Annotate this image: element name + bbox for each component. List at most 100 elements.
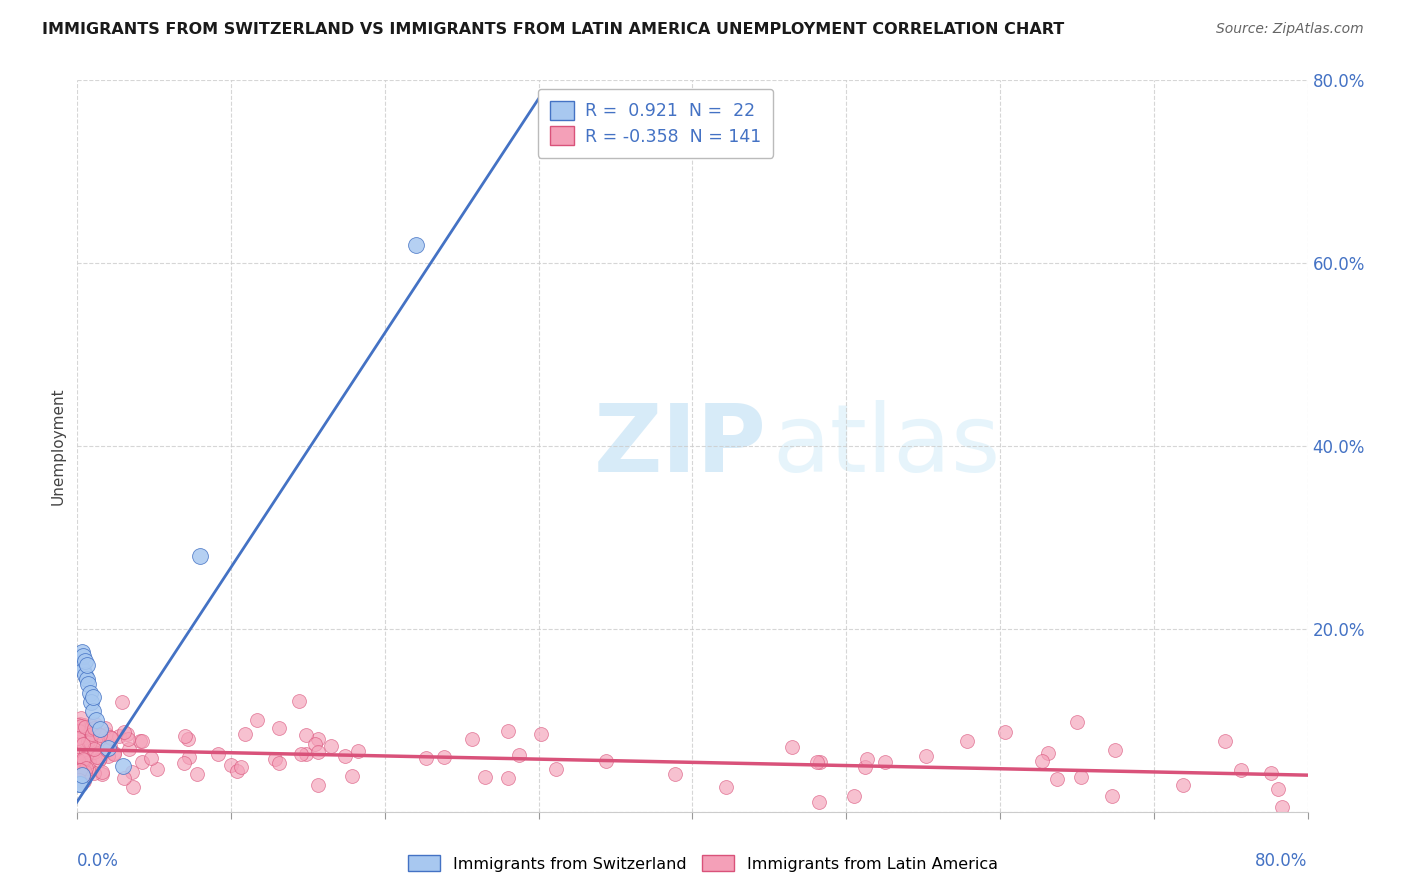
Point — [79, 686, 101, 700]
Point — [474, 770, 496, 784]
Point — [1267, 782, 1289, 797]
Point — [79, 735, 101, 749]
Point — [122, 780, 145, 794]
Point — [98, 731, 121, 745]
Point — [304, 737, 326, 751]
Point — [72, 768, 94, 782]
Point — [70, 730, 93, 744]
Point — [73, 667, 96, 681]
Point — [72, 663, 94, 677]
Point — [70, 645, 93, 659]
Point — [98, 739, 121, 753]
Point — [80, 719, 103, 733]
Point — [76, 762, 98, 776]
Point — [84, 714, 107, 728]
Point — [111, 695, 134, 709]
Point — [70, 768, 93, 782]
Point — [67, 734, 90, 748]
Y-axis label: Unemployment: Unemployment — [51, 387, 66, 505]
Point — [226, 764, 249, 779]
Point — [714, 780, 737, 794]
Point — [1031, 754, 1053, 768]
Point — [94, 721, 117, 735]
Point — [89, 723, 111, 737]
Point — [90, 764, 112, 779]
Point — [319, 739, 342, 753]
Point — [73, 763, 96, 777]
Text: Source: ZipAtlas.com: Source: ZipAtlas.com — [1216, 22, 1364, 37]
Point — [83, 736, 105, 750]
Point — [808, 755, 831, 769]
Point — [956, 733, 979, 747]
Point — [67, 763, 90, 777]
Point — [69, 658, 91, 673]
Point — [69, 717, 91, 731]
Point — [69, 743, 91, 757]
Point — [333, 749, 356, 764]
Point — [207, 747, 229, 761]
Point — [80, 722, 103, 736]
Point — [1036, 746, 1059, 760]
Point — [77, 734, 100, 748]
Point — [67, 718, 90, 732]
Point — [83, 732, 105, 747]
Point — [70, 719, 93, 733]
Point — [460, 732, 482, 747]
Point — [70, 763, 93, 777]
Point — [76, 672, 98, 686]
Text: atlas: atlas — [772, 400, 1001, 492]
Point — [219, 758, 242, 772]
Point — [67, 724, 90, 739]
Point — [508, 747, 530, 762]
Point — [70, 768, 93, 782]
Point — [267, 721, 290, 735]
Point — [72, 752, 94, 766]
Point — [97, 749, 120, 764]
Point — [307, 731, 329, 746]
Point — [1101, 789, 1123, 804]
Point — [186, 766, 208, 780]
Point — [70, 711, 93, 725]
Point — [1066, 714, 1088, 729]
Point — [664, 766, 686, 780]
Point — [115, 726, 138, 740]
Point — [76, 658, 98, 673]
Point — [73, 774, 96, 789]
Point — [288, 694, 311, 708]
Point — [69, 754, 91, 768]
Point — [73, 764, 96, 779]
Point — [808, 795, 831, 809]
Point — [82, 690, 104, 705]
Point — [89, 728, 111, 742]
Point — [1260, 766, 1282, 780]
Point — [103, 747, 125, 761]
Point — [994, 724, 1017, 739]
Point — [67, 756, 90, 771]
Point — [83, 721, 105, 735]
Point — [295, 728, 318, 742]
Point — [103, 746, 125, 760]
Point — [83, 742, 105, 756]
Point — [80, 730, 103, 744]
Point — [67, 753, 90, 767]
Point — [108, 729, 131, 743]
Point — [177, 731, 200, 746]
Text: IMMIGRANTS FROM SWITZERLAND VS IMMIGRANTS FROM LATIN AMERICA UNEMPLOYMENT CORREL: IMMIGRANTS FROM SWITZERLAND VS IMMIGRANT… — [42, 22, 1064, 37]
Point — [67, 758, 90, 772]
Point — [117, 731, 139, 746]
Point — [87, 753, 110, 767]
Point — [69, 763, 91, 777]
Point — [263, 751, 285, 765]
Point — [97, 740, 120, 755]
Point — [856, 752, 879, 766]
Point — [73, 761, 96, 775]
Point — [235, 727, 257, 741]
Legend: R =  0.921  N =  22, R = -0.358  N = 141: R = 0.921 N = 22, R = -0.358 N = 141 — [538, 89, 773, 158]
Point — [294, 747, 316, 762]
Point — [405, 238, 427, 252]
Point — [75, 744, 97, 758]
Point — [75, 760, 97, 774]
Text: ZIP: ZIP — [595, 400, 766, 492]
Point — [131, 755, 153, 769]
Point — [496, 771, 519, 785]
